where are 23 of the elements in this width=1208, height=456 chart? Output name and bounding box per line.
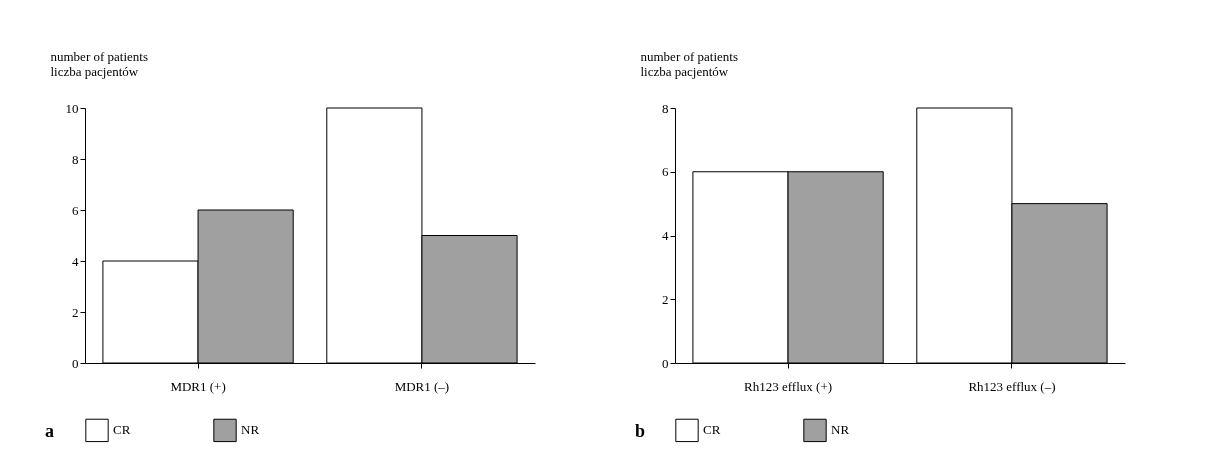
legend-label: NR bbox=[241, 422, 260, 438]
text: b bbox=[635, 421, 646, 441]
x-tick-label: Rh123 efflux (–) bbox=[968, 378, 1056, 394]
y-tick-label: 6 bbox=[662, 164, 669, 180]
y-axis-title: number of patients liczba pacjentów bbox=[640, 48, 738, 79]
y-tick-label: 0 bbox=[72, 355, 79, 371]
x-tick-label: Rh123 efflux (+) bbox=[744, 378, 833, 394]
legend-label: CR bbox=[113, 422, 131, 438]
y-tick-label: 2 bbox=[72, 304, 79, 320]
y-tick-label: 8 bbox=[72, 151, 79, 167]
y-tick-label: 8 bbox=[662, 100, 669, 116]
x-tick-label: MDR1 (–) bbox=[394, 378, 450, 394]
y-axis-title: number of patients liczba pacjentów bbox=[50, 48, 148, 79]
legend-label: NR bbox=[831, 422, 850, 438]
y-tick-label: 6 bbox=[72, 202, 79, 218]
y-tick-label: 0 bbox=[662, 355, 669, 371]
legend-label: CR bbox=[703, 422, 721, 438]
y-tick-label: 4 bbox=[662, 228, 669, 243]
y-tick-label: 4 bbox=[72, 253, 79, 269]
x-tick-label: MDR1 (+) bbox=[170, 378, 226, 394]
text: a bbox=[45, 421, 54, 441]
y-tick-label: 2 bbox=[662, 291, 669, 307]
y-tick-label: 10 bbox=[65, 100, 79, 116]
